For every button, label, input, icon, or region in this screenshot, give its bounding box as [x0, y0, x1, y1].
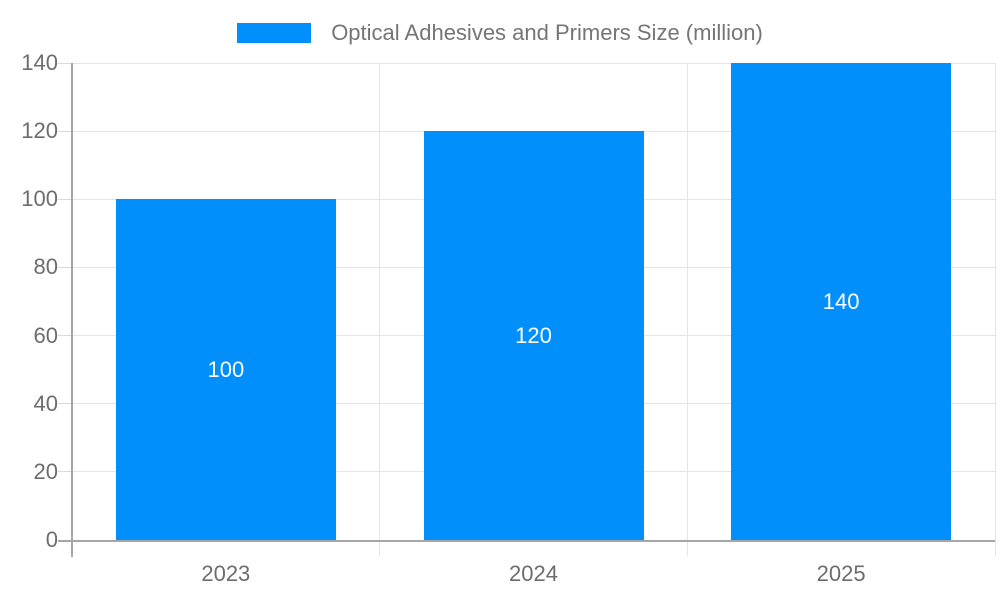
x-gridline	[686, 63, 688, 556]
bar-value-label: 120	[515, 322, 552, 348]
bar: 100	[115, 199, 336, 540]
y-axis-tick-label: 140	[21, 50, 58, 75]
y-tick	[58, 471, 72, 473]
x-axis-tick-label: 2023	[201, 561, 251, 586]
y-axis-tick-label: 40	[33, 390, 58, 416]
y-axis-tick-label: 20	[33, 458, 58, 484]
x-gridline	[994, 63, 996, 556]
y-axis-tick-label: 120	[21, 118, 58, 144]
bar-value-label: 100	[207, 356, 245, 382]
y-tick	[58, 403, 72, 405]
bar: 120	[423, 131, 644, 540]
legend[interactable]: Optical Adhesives and Primers Size (mill…	[0, 21, 1000, 45]
y-tick	[58, 130, 72, 132]
y-gridline	[72, 62, 995, 64]
bar-value-label: 140	[822, 288, 860, 314]
x-axis-tick-label: 2024	[509, 561, 558, 586]
legend-swatch	[237, 23, 312, 43]
y-axis-tick-label: 80	[33, 254, 58, 280]
y-tick	[58, 62, 72, 64]
y-axis-tick-label: 60	[33, 322, 58, 348]
y-axis-line	[71, 63, 73, 557]
y-axis-tick-label: 100	[21, 186, 58, 212]
y-tick	[58, 266, 72, 268]
y-tick	[58, 335, 72, 337]
x-gridline	[379, 63, 381, 556]
x-axis-line	[58, 540, 995, 542]
y-axis-tick-label: 0	[45, 527, 58, 552]
legend-label: Optical Adhesives and Primers Size (mill…	[331, 20, 763, 45]
bar: 140	[731, 63, 952, 540]
y-tick	[58, 198, 72, 200]
x-axis-tick-label: 2025	[816, 561, 866, 586]
